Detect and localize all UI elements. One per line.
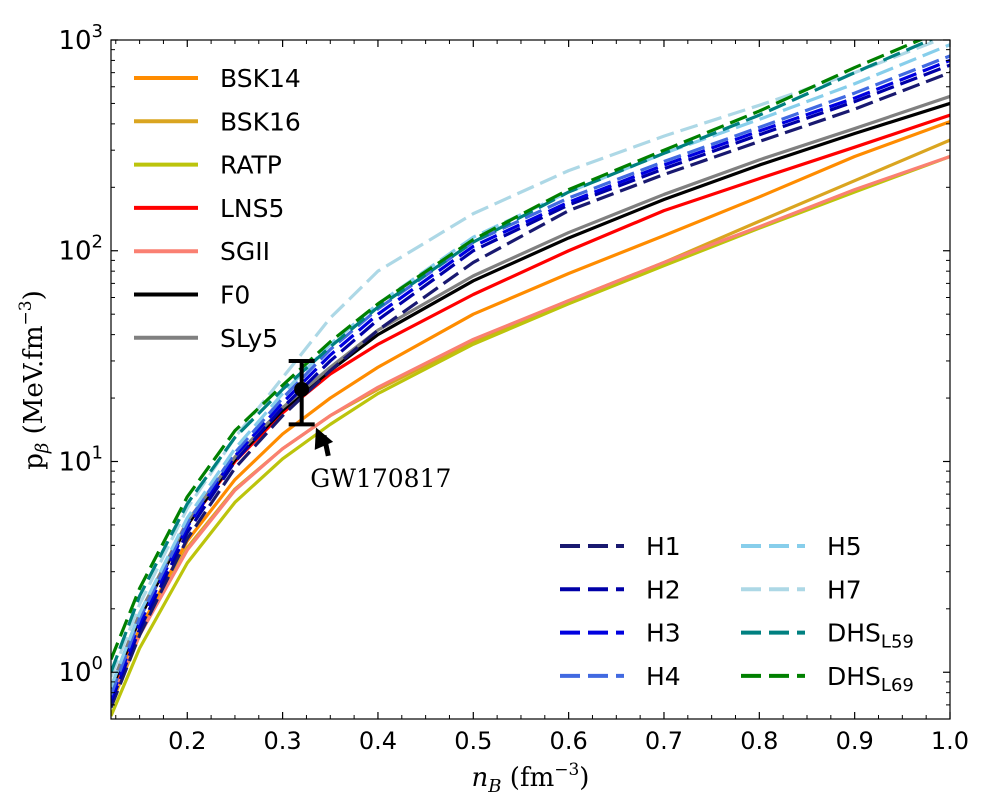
plot-area <box>111 40 950 719</box>
axes-frame <box>110 39 951 720</box>
legend-label: F0 <box>220 281 250 310</box>
data-point <box>294 381 310 397</box>
legend-entry-f0: F0 <box>134 281 250 310</box>
x-tick-label: 0.2 <box>168 727 206 755</box>
legend-entry-h3: H3 <box>560 619 681 648</box>
x-tick-label: 0.9 <box>836 727 874 755</box>
legend-label: H1 <box>646 532 681 561</box>
legend-lower-right: H1 H2 H3 H4 H5 H7 DHSL59 DHSL69 <box>560 532 914 696</box>
legend-label: RATP <box>220 151 282 180</box>
arrow-head <box>314 427 334 450</box>
series-line-dhs-l59 <box>111 40 934 673</box>
x-tick-label: 0.5 <box>454 727 492 755</box>
legend-label: DHSL69 <box>827 662 914 696</box>
series-group <box>111 40 950 717</box>
series-line-h3 <box>111 58 950 700</box>
legend-entry-h7: H7 <box>741 575 862 604</box>
y-tick-label: 102 <box>58 232 103 267</box>
legend-entry-ratp: RATP <box>134 151 282 180</box>
annotation-label: GW170817 <box>310 464 451 493</box>
legend-entry-sly5: SLy5 <box>134 324 278 353</box>
legend-entry-bsk14: BSK14 <box>134 64 301 93</box>
legend-entry-h1: H1 <box>560 532 681 561</box>
x-tick-label: 0.3 <box>264 727 302 755</box>
legend-label: BSK16 <box>220 107 301 136</box>
legend-label: H4 <box>646 662 681 691</box>
legend-label: BSK14 <box>220 64 301 93</box>
x-tick-label: 0.8 <box>740 727 778 755</box>
legend-label: H2 <box>646 575 681 604</box>
series-line-h7 <box>111 40 943 678</box>
legend-label: H7 <box>827 575 862 604</box>
series-line-h2 <box>111 63 950 703</box>
legend-entry-h2: H2 <box>560 575 681 604</box>
legend-label: SLy5 <box>220 324 278 353</box>
x-tick-label: 1.0 <box>931 727 969 755</box>
legend-entry-h5: H5 <box>741 532 862 561</box>
y-axis-label-group: pβ (MeV.fm−3) <box>16 290 53 469</box>
legend-label: SGII <box>220 237 270 266</box>
legend-entry-dhs-l59: DHSL59 <box>741 619 914 653</box>
legend-entry-dhs-l69: DHSL69 <box>741 662 914 696</box>
x-tick-label: 0.4 <box>359 727 397 755</box>
y-tick-label: 100 <box>58 653 103 688</box>
legend-label: DHSL59 <box>827 619 914 653</box>
series-line-sgii <box>111 154 950 700</box>
y-axis-label: pβ (MeV.fm−3) <box>16 290 53 469</box>
legend-entry-bsk16: BSK16 <box>134 107 301 136</box>
x-tick-label: 0.6 <box>550 727 588 755</box>
gw170817-annotation: GW170817 <box>288 358 451 493</box>
legend-entry-lns5: LNS5 <box>134 194 284 223</box>
y-tick-label: 103 <box>58 21 103 56</box>
legend-upper-left: BSK14 BSK16 RATP LNS5 SGII F0 SLy5 <box>134 64 301 353</box>
legend-label: H3 <box>646 619 681 648</box>
legend-label: LNS5 <box>220 194 284 223</box>
series-line-dhs-l69 <box>111 40 924 661</box>
legend-label: H5 <box>827 532 862 561</box>
series-line-h1 <box>111 71 950 709</box>
legend-entry-h4: H4 <box>560 662 681 691</box>
y-tick-label: 101 <box>58 442 103 477</box>
series-line-h5 <box>111 43 950 688</box>
legend-entry-sgii: SGII <box>134 237 270 266</box>
x-axis-label: nB (fm−3) <box>472 760 590 797</box>
x-tick-label: 0.7 <box>645 727 683 755</box>
